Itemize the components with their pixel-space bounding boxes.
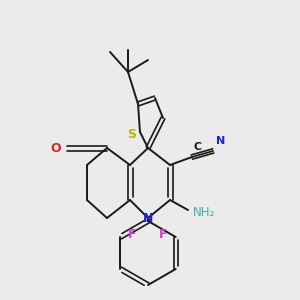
Text: N: N — [216, 136, 225, 146]
Text: N: N — [143, 212, 153, 226]
Text: F: F — [128, 229, 137, 242]
Text: C: C — [193, 142, 201, 152]
Text: S: S — [128, 128, 136, 140]
Text: O: O — [50, 142, 61, 154]
Text: NH₂: NH₂ — [193, 206, 215, 218]
Text: F: F — [159, 229, 168, 242]
